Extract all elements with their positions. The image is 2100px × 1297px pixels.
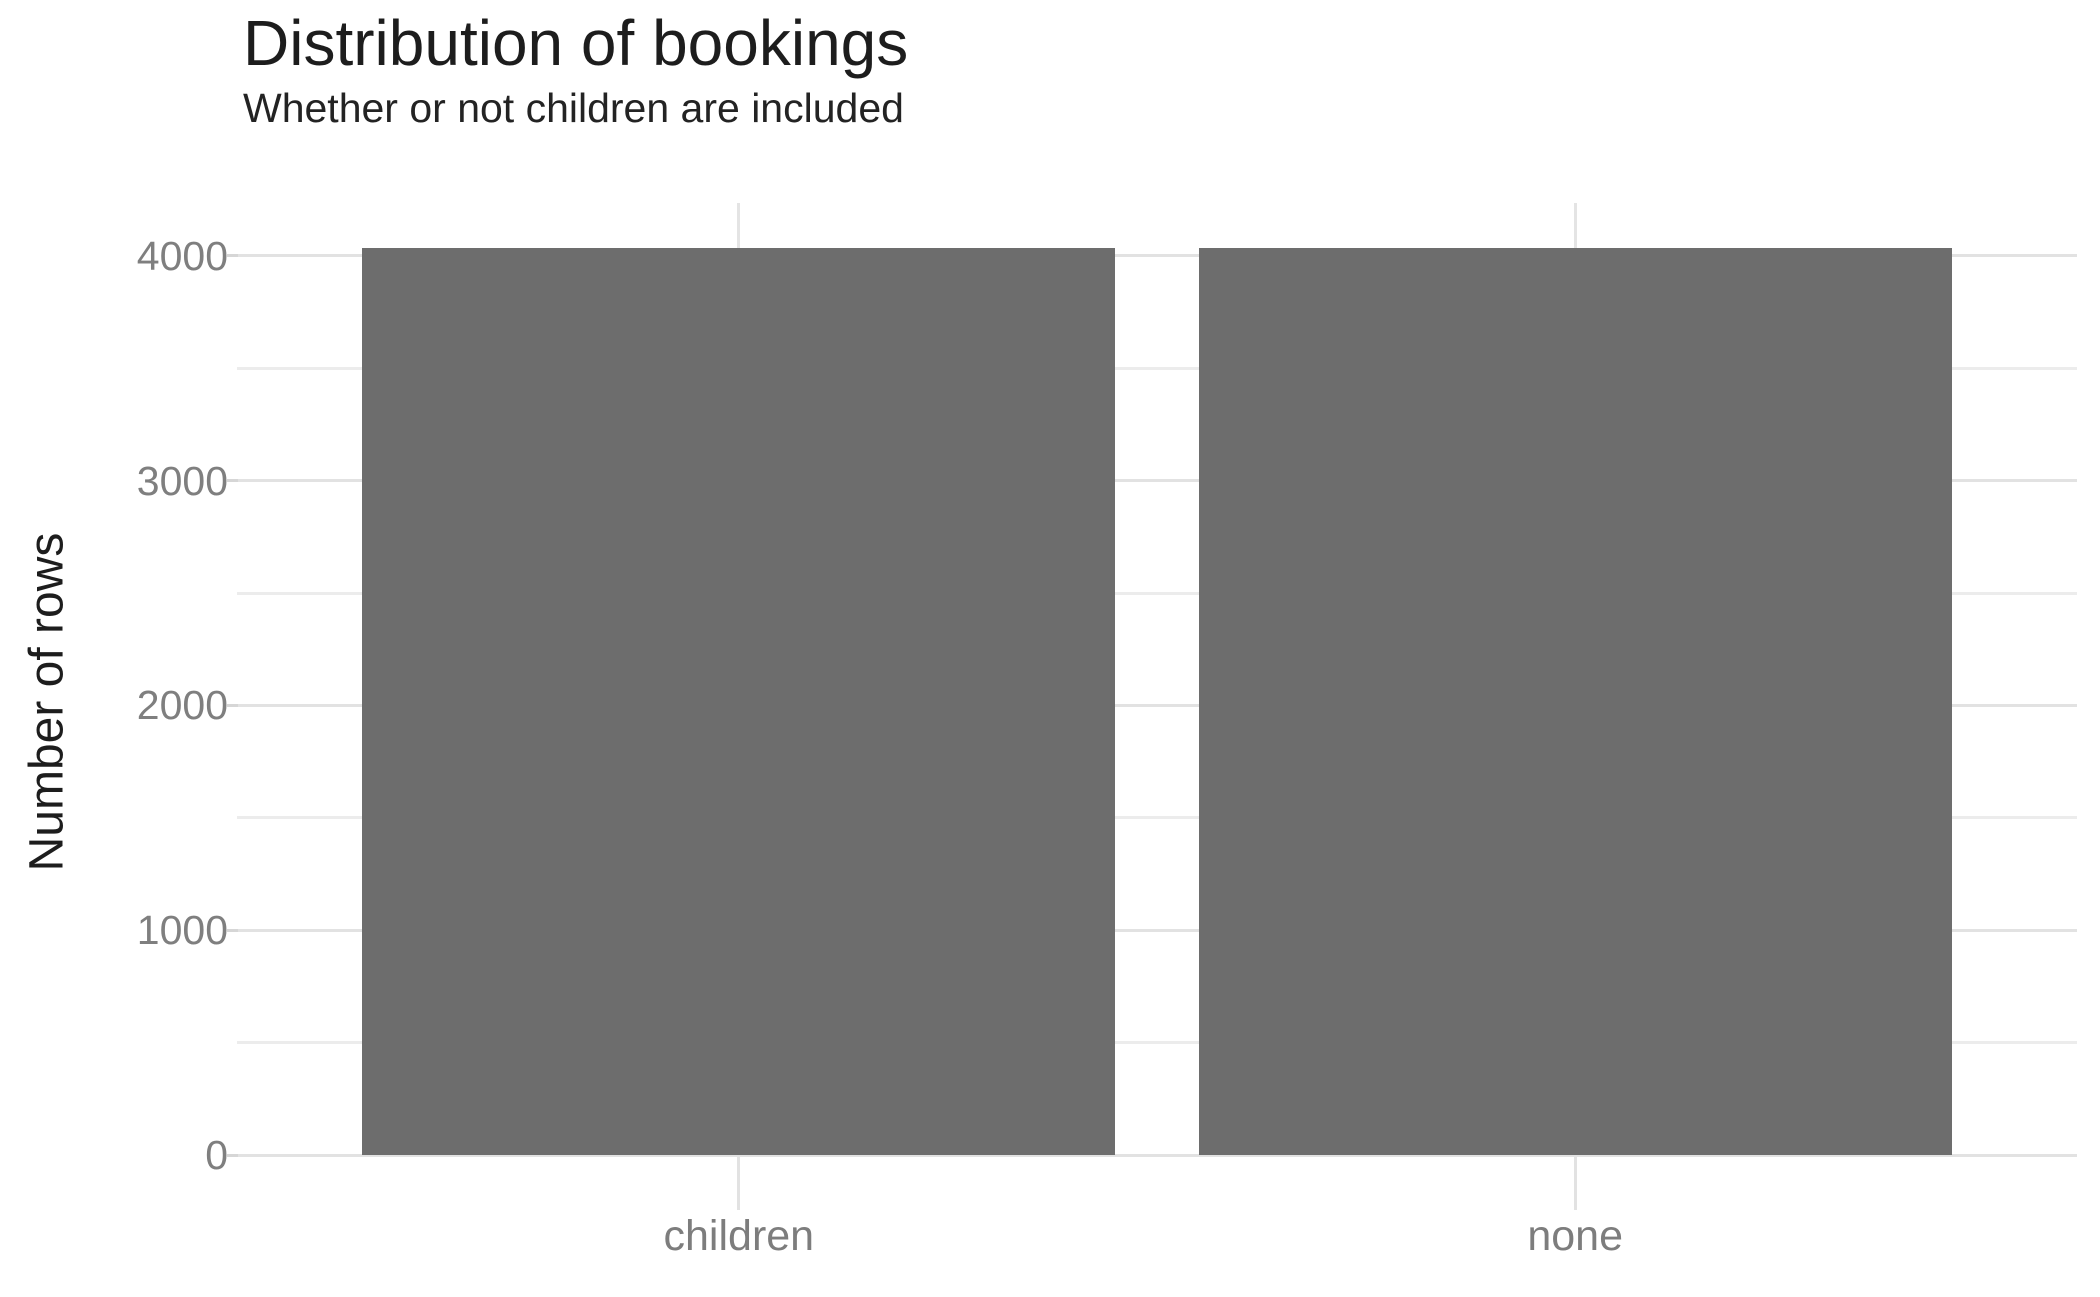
gridline-major xyxy=(237,928,2077,932)
plot-panel xyxy=(237,203,2077,1157)
y-axis-tick xyxy=(227,1153,238,1157)
y-axis-tick xyxy=(227,479,238,483)
gridline-major xyxy=(237,1153,2077,1157)
gridline-minor xyxy=(237,366,2077,370)
y-tick-label: 1000 xyxy=(136,907,228,954)
chart-subtitle: Whether or not children are included xyxy=(243,85,904,131)
gridline-minor xyxy=(237,1041,2077,1045)
x-axis-tick xyxy=(1573,1155,1577,1210)
y-axis-tick xyxy=(227,703,238,707)
y-tick-label: 0 xyxy=(205,1132,228,1178)
y-axis-tick xyxy=(227,254,238,258)
x-tick-label-children: children xyxy=(663,1212,815,1260)
gridline-major xyxy=(237,479,2077,483)
x-tick-label-none: none xyxy=(1527,1212,1624,1260)
y-tick-label: 2000 xyxy=(136,682,228,729)
y-tick-label: 3000 xyxy=(136,457,228,504)
gridline-minor xyxy=(237,816,2077,820)
gridline-major xyxy=(237,254,2077,258)
y-axis-tick xyxy=(227,928,238,932)
bar-children xyxy=(362,248,1116,1155)
chart-title: Distribution of bookings xyxy=(243,7,909,79)
x-axis-tick xyxy=(737,1155,741,1210)
gridline-major xyxy=(237,703,2077,707)
gridline-minor xyxy=(237,591,2077,595)
bar-none xyxy=(1198,248,1952,1155)
y-tick-label: 4000 xyxy=(136,232,228,279)
